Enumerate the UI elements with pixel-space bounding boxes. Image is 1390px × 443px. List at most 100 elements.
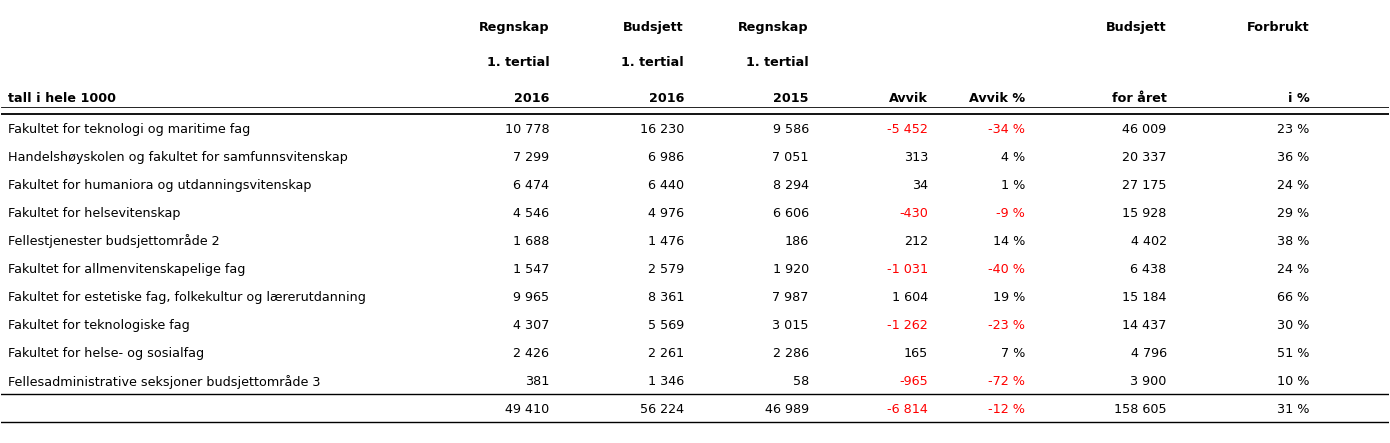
Text: 1 %: 1 % (1001, 179, 1026, 192)
Text: Fakultet for helse- og sosialfag: Fakultet for helse- og sosialfag (8, 347, 204, 360)
Text: -5 452: -5 452 (887, 123, 929, 136)
Text: 9 586: 9 586 (773, 123, 809, 136)
Text: 46 009: 46 009 (1122, 123, 1166, 136)
Text: 7 299: 7 299 (513, 151, 549, 163)
Text: 1 346: 1 346 (648, 375, 684, 388)
Text: 24 %: 24 % (1277, 179, 1309, 192)
Text: Fakultet for teknologi og maritime fag: Fakultet for teknologi og maritime fag (8, 123, 250, 136)
Text: Regnskap: Regnskap (478, 21, 549, 34)
Text: 7 987: 7 987 (773, 291, 809, 304)
Text: Fakultet for teknologiske fag: Fakultet for teknologiske fag (8, 319, 190, 332)
Text: 38 %: 38 % (1277, 235, 1309, 248)
Text: Budsjett: Budsjett (1106, 21, 1166, 34)
Text: Fakultet for humaniora og utdanningsvitenskap: Fakultet for humaniora og utdanningsvite… (8, 179, 311, 192)
Text: Fakultet for helsevitenskap: Fakultet for helsevitenskap (8, 207, 181, 220)
Text: 14 437: 14 437 (1122, 319, 1166, 332)
Text: -1 031: -1 031 (887, 263, 929, 276)
Text: 3 015: 3 015 (773, 319, 809, 332)
Text: 14 %: 14 % (992, 235, 1026, 248)
Text: 1 688: 1 688 (513, 235, 549, 248)
Text: 2 286: 2 286 (773, 347, 809, 360)
Text: 313: 313 (904, 151, 929, 163)
Text: 8 294: 8 294 (773, 179, 809, 192)
Text: 16 230: 16 230 (639, 123, 684, 136)
Text: -430: -430 (899, 207, 929, 220)
Text: -72 %: -72 % (988, 375, 1026, 388)
Text: Fellestjenester budsjettområde 2: Fellestjenester budsjettområde 2 (8, 234, 220, 248)
Text: 56 224: 56 224 (639, 403, 684, 416)
Text: Handelshøyskolen og fakultet for samfunnsvitenskap: Handelshøyskolen og fakultet for samfunn… (8, 151, 349, 163)
Text: 49 410: 49 410 (505, 403, 549, 416)
Text: 4 %: 4 % (1001, 151, 1026, 163)
Text: 165: 165 (904, 347, 929, 360)
Text: 1 547: 1 547 (513, 263, 549, 276)
Text: 7 051: 7 051 (773, 151, 809, 163)
Text: 158 605: 158 605 (1113, 403, 1166, 416)
Text: -34 %: -34 % (988, 123, 1026, 136)
Text: -40 %: -40 % (988, 263, 1026, 276)
Text: 30 %: 30 % (1277, 319, 1309, 332)
Text: Avvik: Avvik (890, 92, 929, 105)
Text: 1. tertial: 1. tertial (746, 56, 809, 70)
Text: 4 402: 4 402 (1130, 235, 1166, 248)
Text: for året: for året (1112, 92, 1166, 105)
Text: 1 604: 1 604 (892, 291, 929, 304)
Text: 6 606: 6 606 (773, 207, 809, 220)
Text: 4 307: 4 307 (513, 319, 549, 332)
Text: 5 569: 5 569 (648, 319, 684, 332)
Text: 19 %: 19 % (992, 291, 1026, 304)
Text: Fellesadministrative seksjoner budsjettområde 3: Fellesadministrative seksjoner budsjetto… (8, 374, 321, 389)
Text: -9 %: -9 % (997, 207, 1026, 220)
Text: 2 579: 2 579 (648, 263, 684, 276)
Text: 66 %: 66 % (1277, 291, 1309, 304)
Text: 4 976: 4 976 (648, 207, 684, 220)
Text: 6 440: 6 440 (648, 179, 684, 192)
Text: 4 546: 4 546 (513, 207, 549, 220)
Text: -965: -965 (899, 375, 929, 388)
Text: 1 920: 1 920 (773, 263, 809, 276)
Text: 29 %: 29 % (1277, 207, 1309, 220)
Text: 20 337: 20 337 (1122, 151, 1166, 163)
Text: 4 796: 4 796 (1130, 347, 1166, 360)
Text: Regnskap: Regnskap (738, 21, 809, 34)
Text: 186: 186 (784, 235, 809, 248)
Text: -23 %: -23 % (988, 319, 1026, 332)
Text: 46 989: 46 989 (765, 403, 809, 416)
Text: 6 986: 6 986 (648, 151, 684, 163)
Text: -1 262: -1 262 (887, 319, 929, 332)
Text: 10 %: 10 % (1277, 375, 1309, 388)
Text: 2015: 2015 (773, 92, 809, 105)
Text: 51 %: 51 % (1277, 347, 1309, 360)
Text: Fakultet for allmenvitenskapelige fag: Fakultet for allmenvitenskapelige fag (8, 263, 246, 276)
Text: i %: i % (1287, 92, 1309, 105)
Text: Budsjett: Budsjett (623, 21, 684, 34)
Text: Forbrukt: Forbrukt (1247, 21, 1309, 34)
Text: 1. tertial: 1. tertial (486, 56, 549, 70)
Text: 24 %: 24 % (1277, 263, 1309, 276)
Text: 10 778: 10 778 (505, 123, 549, 136)
Text: 15 928: 15 928 (1122, 207, 1166, 220)
Text: 212: 212 (904, 235, 929, 248)
Text: 381: 381 (525, 375, 549, 388)
Text: 3 900: 3 900 (1130, 375, 1166, 388)
Text: 15 184: 15 184 (1122, 291, 1166, 304)
Text: tall i hele 1000: tall i hele 1000 (8, 92, 117, 105)
Text: 31 %: 31 % (1277, 403, 1309, 416)
Text: -12 %: -12 % (988, 403, 1026, 416)
Text: 2 426: 2 426 (513, 347, 549, 360)
Text: 23 %: 23 % (1277, 123, 1309, 136)
Text: 6 474: 6 474 (513, 179, 549, 192)
Text: 2016: 2016 (649, 92, 684, 105)
Text: 9 965: 9 965 (513, 291, 549, 304)
Text: 27 175: 27 175 (1122, 179, 1166, 192)
Text: -6 814: -6 814 (887, 403, 929, 416)
Text: 58: 58 (792, 375, 809, 388)
Text: 1 476: 1 476 (648, 235, 684, 248)
Text: 8 361: 8 361 (648, 291, 684, 304)
Text: 2 261: 2 261 (648, 347, 684, 360)
Text: 6 438: 6 438 (1130, 263, 1166, 276)
Text: 2016: 2016 (514, 92, 549, 105)
Text: 1. tertial: 1. tertial (621, 56, 684, 70)
Text: Fakultet for estetiske fag, folkekultur og lærerutdanning: Fakultet for estetiske fag, folkekultur … (8, 291, 366, 304)
Text: 7 %: 7 % (1001, 347, 1026, 360)
